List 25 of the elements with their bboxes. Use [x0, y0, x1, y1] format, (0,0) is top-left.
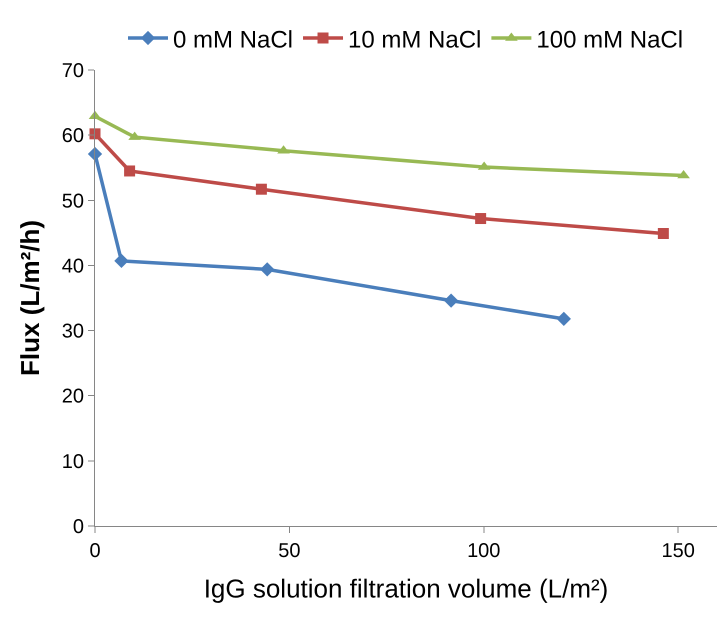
x-axis-title: IgG solution filtration volume (L/m²): [204, 574, 608, 604]
x-tick-label: 0: [89, 540, 101, 562]
y-axis-title: Flux (L/m²/h): [15, 220, 46, 376]
y-tick-label: 20: [62, 386, 84, 408]
x-tick-label: 100: [467, 540, 500, 562]
y-tick-label: 30: [62, 320, 84, 343]
legend-label: 10 mM NaCl: [348, 26, 482, 54]
point: [444, 293, 458, 308]
x-tick-label: 150: [661, 540, 695, 562]
y-tick-label: 70: [62, 60, 84, 82]
point: [260, 262, 274, 276]
point: [256, 184, 267, 195]
point: [124, 165, 136, 176]
legend-label: 100 mM NaCl: [536, 26, 684, 54]
point: [556, 312, 571, 326]
y-tick-label: 10: [62, 450, 84, 473]
x-tick-label: 50: [278, 540, 301, 562]
y-tick-label: 50: [62, 190, 84, 212]
y-tick-label: 0: [72, 516, 84, 538]
y-tick-label: 40: [62, 255, 84, 278]
legend-label: 0 mM NaCl: [173, 26, 294, 54]
point: [114, 254, 129, 268]
point: [475, 213, 486, 224]
y-tick-label: 60: [62, 125, 84, 148]
point: [658, 228, 669, 240]
